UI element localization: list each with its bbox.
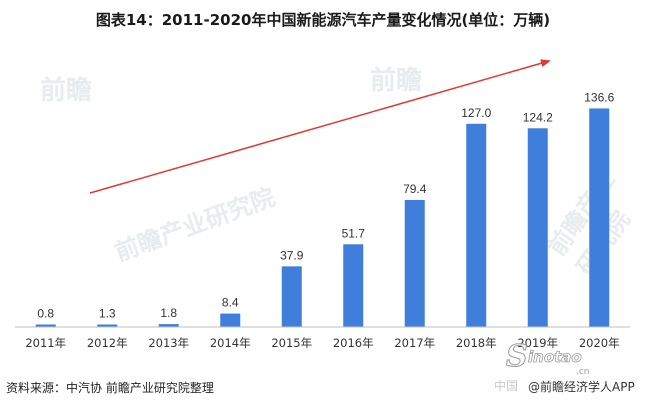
bar-2015年 — [281, 266, 302, 327]
x-tick-label: 2014年 — [210, 336, 251, 350]
source-note: 资料来源：中汽协 前瞻产业研究院整理 — [6, 381, 214, 395]
value-label: 1.3 — [99, 307, 116, 321]
credit-prefix-watermark: 中国 — [494, 379, 519, 393]
bar-2019年 — [527, 128, 548, 327]
bar-2011年 — [35, 324, 56, 327]
value-label: 79.4 — [403, 182, 427, 196]
credit-text: @前瞻经济学人APP — [528, 380, 635, 394]
x-tick-label: 2016年 — [333, 336, 374, 350]
trend-arrow — [89, 59, 551, 194]
value-label: 37.9 — [280, 248, 304, 262]
x-tick-label: 2011年 — [25, 336, 66, 350]
sinotao-logo: S inotao .cn — [506, 336, 614, 381]
svg-text:.cn: .cn — [576, 367, 590, 376]
value-label: 136.6 — [584, 90, 614, 104]
bar-2012年 — [97, 324, 118, 327]
bar-2017年 — [404, 199, 425, 327]
bar-2020年 — [589, 108, 610, 327]
value-label: 8.4 — [222, 296, 239, 310]
x-tick-label: 2017年 — [394, 336, 435, 350]
watermark-brand: 前瞻 — [40, 76, 93, 106]
x-tick-label: 2012年 — [87, 336, 128, 350]
watermark-brand: 前瞻 — [370, 66, 423, 96]
x-tick-label: 2018年 — [456, 336, 497, 350]
value-label: 1.8 — [160, 306, 177, 320]
x-tick-label: 2020年 — [579, 336, 620, 350]
chart-title: 图表14：2011-2020年中国新能源汽车产量变化情况(单位：万辆) — [95, 11, 551, 29]
bar-2016年 — [343, 244, 364, 327]
x-tick-label: 2019年 — [517, 336, 558, 350]
svg-text:inotao: inotao — [528, 348, 582, 366]
value-label: 51.7 — [342, 226, 366, 240]
svg-text:S: S — [506, 339, 528, 374]
bar-2013年 — [158, 324, 179, 327]
value-label: 0.8 — [37, 307, 54, 321]
x-tick-label: 2015年 — [271, 336, 312, 350]
x-tick-label: 2013年 — [148, 336, 189, 350]
bar-2018年 — [466, 123, 487, 327]
bar-2014年 — [220, 313, 241, 327]
value-label: 127.0 — [461, 106, 491, 120]
value-label: 124.2 — [523, 110, 553, 124]
